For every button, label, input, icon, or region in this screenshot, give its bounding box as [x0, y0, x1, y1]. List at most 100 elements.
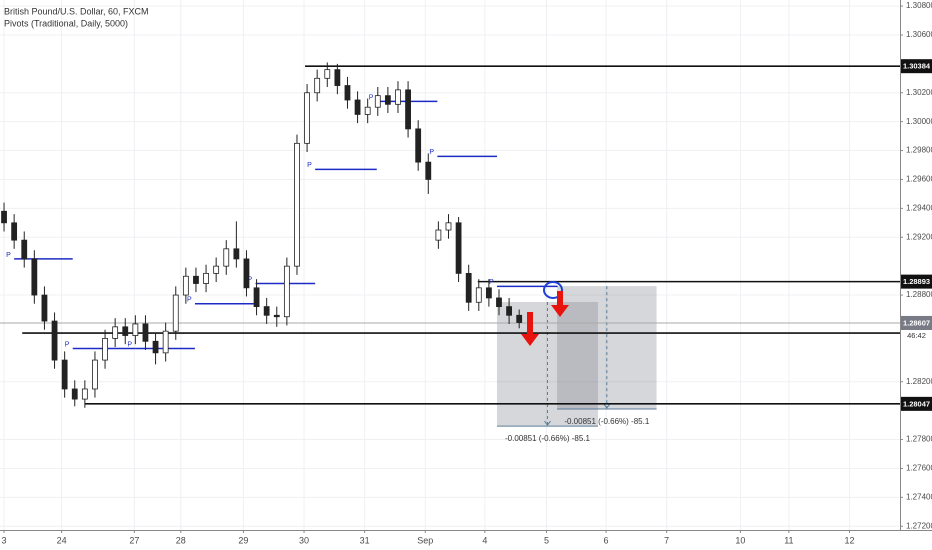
candle-body — [213, 265, 220, 274]
measure-label: -0.00851 (-0.66%) -85.1 — [505, 434, 590, 443]
candle-body — [273, 314, 280, 318]
x-tick-label: 5 — [544, 535, 549, 545]
candle-body — [445, 222, 452, 231]
grid — [0, 0, 900, 530]
candle-body — [11, 222, 18, 241]
y-tick-label: 1.27400 — [906, 492, 932, 501]
candle-body — [364, 106, 371, 115]
y-tick-label: 1.30800 — [906, 1, 932, 10]
y-tick-label: 1.27200 — [906, 521, 932, 530]
x-tick-label: 29 — [238, 535, 248, 545]
candle-body — [203, 272, 209, 284]
price-tag — [901, 59, 932, 74]
candle-body — [465, 272, 472, 303]
pivot-label: P — [65, 341, 70, 348]
pivot-label: P — [187, 297, 192, 304]
pivot-label: P — [429, 149, 434, 156]
candle-body — [455, 222, 462, 274]
price-tag — [901, 274, 932, 289]
candle-body — [21, 239, 28, 260]
red-arrow-shaft — [527, 312, 533, 334]
countdown-tag — [901, 329, 932, 342]
y-tick-label: 1.28200 — [906, 377, 932, 386]
pivot-label: P — [369, 94, 374, 101]
candle-body — [172, 294, 179, 332]
y-tick-label: 1.28800 — [906, 290, 932, 299]
candle-body — [112, 326, 119, 339]
x-tick-label: 6 — [604, 535, 609, 545]
y-tick-label: 1.30000 — [906, 117, 932, 126]
candle-body — [71, 388, 78, 400]
y-tick-label: 1.29600 — [906, 175, 932, 184]
price-tag-label: 1.30384 — [903, 62, 931, 71]
price-tag — [901, 315, 932, 330]
candle-body — [182, 275, 189, 296]
x-tick-label: 10 — [735, 535, 745, 545]
chart-title: British Pound/U.S. Dollar, 60, FXCM — [4, 6, 149, 16]
price-tag-label: 1.28607 — [903, 318, 930, 327]
candle-body — [223, 248, 230, 267]
measure-arrow-head — [603, 403, 611, 409]
x-tick-label: 3 — [2, 535, 7, 545]
countdown-label: 46:42 — [907, 331, 926, 340]
candle-body — [304, 92, 310, 144]
candle-body — [51, 320, 58, 361]
x-tick-label: 12 — [844, 535, 854, 545]
candle-body — [243, 258, 250, 289]
candle-body — [81, 388, 88, 400]
candle-body — [405, 89, 411, 130]
x-tick-label: 7 — [664, 535, 669, 545]
candle-body — [233, 248, 240, 260]
annotations — [521, 281, 569, 346]
y-tick-label: 1.27600 — [906, 464, 932, 473]
candle-body — [152, 340, 159, 354]
candle-body — [475, 287, 482, 303]
candle-body — [122, 326, 129, 336]
candle-body — [253, 287, 260, 308]
x-tick-label: 31 — [360, 535, 370, 545]
x-tick-label: 11 — [784, 535, 793, 545]
candle-body — [334, 69, 341, 86]
candle-body — [314, 77, 321, 94]
candle-body — [324, 69, 331, 79]
pivot-label: P — [127, 341, 132, 348]
x-tick-label: 4 — [482, 535, 487, 545]
candle-body — [354, 99, 361, 115]
candle-body — [1, 210, 7, 224]
highlight-circle — [543, 281, 563, 299]
x-tick-label: 24 — [57, 535, 67, 545]
price-tag — [901, 396, 932, 411]
candle-body — [61, 359, 68, 390]
y-tick-label: 1.29400 — [906, 203, 932, 212]
red-arrow-head — [551, 305, 569, 317]
x-tick-label: 27 — [129, 535, 139, 545]
pivot-label: P — [248, 276, 253, 283]
pivot-label: P — [307, 162, 312, 169]
pivot-label: P — [6, 252, 11, 259]
y-tick-label: 1.29200 — [906, 232, 932, 241]
candle-body — [162, 330, 169, 354]
candle-body — [425, 161, 432, 180]
y-tick-label: 1.30200 — [906, 88, 932, 97]
price-tag-label: 1.28047 — [903, 399, 930, 408]
candle-body — [193, 275, 199, 284]
indicator-legend: Pivots (Traditional, Daily, 5000) — [4, 18, 128, 28]
x-tick-label: 30 — [299, 535, 309, 545]
y-tick-label: 1.30600 — [906, 30, 932, 39]
candle-body — [506, 306, 512, 316]
measure-label: -0.00851 (-0.66%) -85.1 — [564, 417, 649, 426]
candle-body — [435, 229, 442, 241]
candle-body — [263, 306, 270, 316]
y-tick-label: 1.29800 — [906, 146, 932, 155]
candle-body — [31, 258, 38, 296]
red-arrow-shaft — [557, 291, 563, 305]
candle-body — [395, 89, 401, 105]
candle-body — [374, 95, 381, 108]
candle-body — [102, 338, 108, 361]
x-tick-label: 28 — [176, 535, 186, 545]
candle-body — [344, 85, 351, 101]
candle-body — [294, 142, 300, 267]
pivot-label: P — [489, 279, 494, 286]
